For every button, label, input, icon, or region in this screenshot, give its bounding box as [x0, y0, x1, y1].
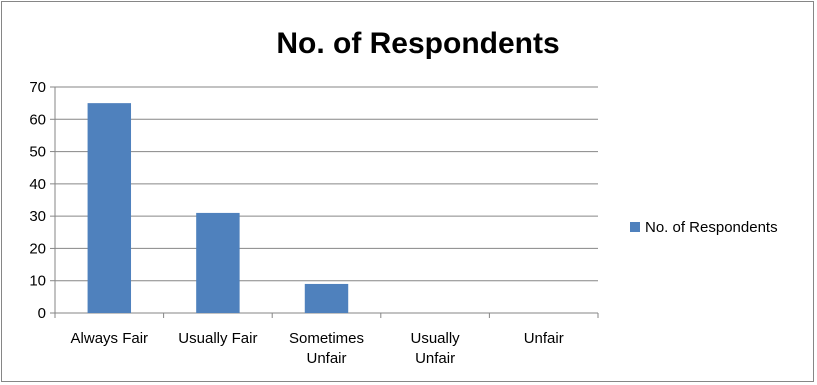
gridlines — [55, 86, 598, 282]
y-tick-label: 40 — [29, 176, 46, 193]
y-tick-label: 10 — [29, 273, 46, 290]
y-tick-label: 20 — [29, 240, 46, 257]
x-tick-label: Sometimes — [289, 330, 364, 347]
x-tick-label: Unfair — [306, 350, 346, 367]
y-tick-label: 0 — [38, 305, 46, 322]
x-tick-label: Always Fair — [71, 330, 149, 347]
y-tick-label: 50 — [29, 144, 46, 161]
legend: No. of Respondents — [630, 219, 778, 236]
x-tick-label: Usually — [411, 330, 461, 347]
y-tick-label: 30 — [29, 208, 46, 225]
legend-swatch — [630, 222, 640, 232]
chart-title: No. of Respondents — [276, 27, 559, 60]
legend-label: No. of Respondents — [645, 219, 778, 236]
bar — [87, 103, 132, 314]
bars — [87, 103, 349, 314]
x-tick-label: Unfair — [415, 350, 455, 367]
x-axis-ticks: Always Fair Usually Fair Sometimes Unfair Us… — [71, 330, 564, 367]
y-tick-label: 70 — [29, 79, 46, 96]
bar — [196, 212, 240, 313]
axes — [50, 86, 599, 318]
y-tick-label: 60 — [29, 111, 46, 128]
x-tick-label: Usually Fair — [178, 330, 257, 347]
x-tick-label: Unfair — [524, 330, 564, 347]
bar — [304, 283, 349, 313]
y-axis-ticks: 0 10 20 30 40 50 60 70 — [29, 79, 46, 322]
